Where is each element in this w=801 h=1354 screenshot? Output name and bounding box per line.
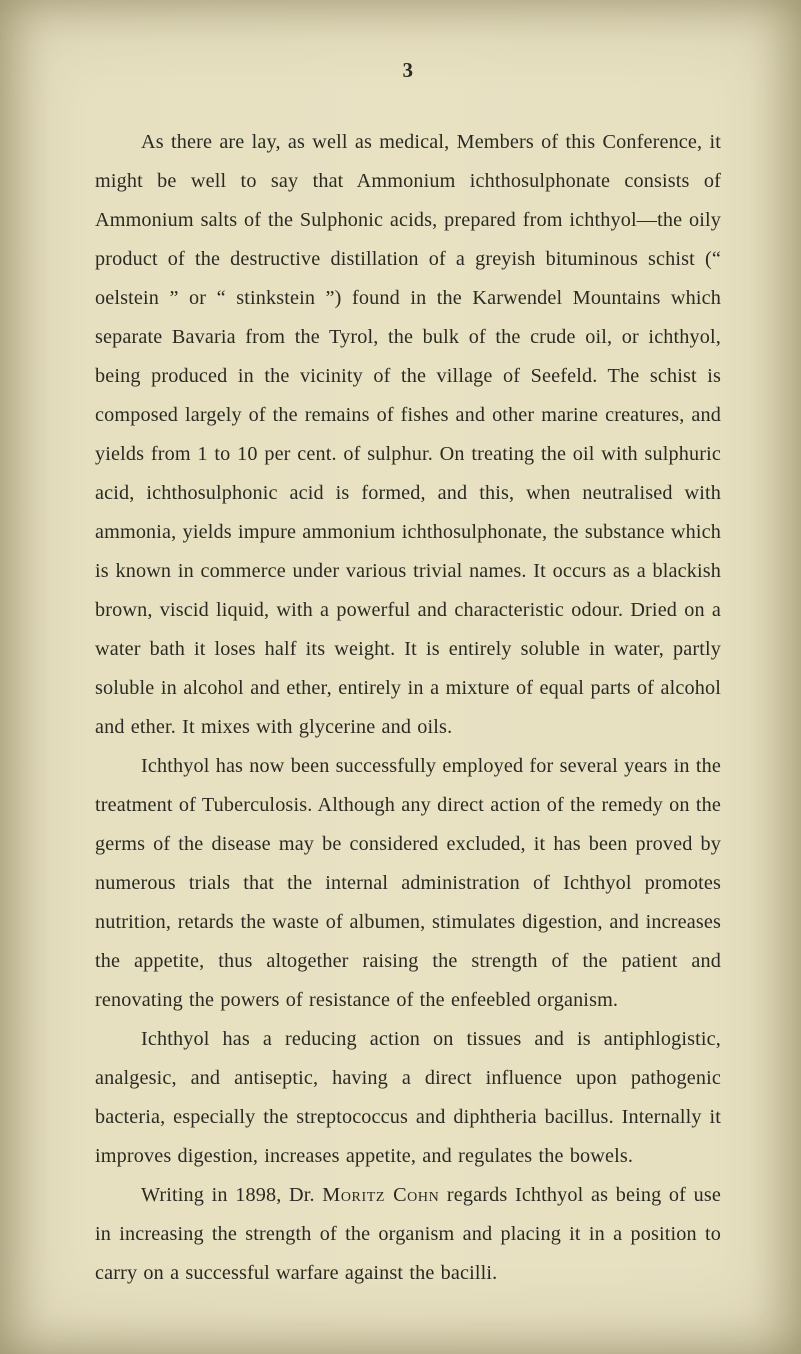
- p4-pre: Writing in 1898, Dr.: [141, 1184, 322, 1206]
- paragraph-3: Ichthyol has a reducing action on tissue…: [95, 1020, 721, 1176]
- page-number: 3: [95, 58, 721, 83]
- paragraph-4: Writing in 1898, Dr. Moritz Cohn regards…: [95, 1176, 721, 1293]
- scanned-page: 3 As there are lay, as well as medical, …: [0, 0, 801, 1354]
- body-text: As there are lay, as well as medical, Me…: [95, 123, 721, 1293]
- paragraph-1: As there are lay, as well as medical, Me…: [95, 123, 721, 747]
- paragraph-2: Ichthyol has now been successfully emplo…: [95, 747, 721, 1020]
- author-name: Moritz Cohn: [322, 1184, 439, 1206]
